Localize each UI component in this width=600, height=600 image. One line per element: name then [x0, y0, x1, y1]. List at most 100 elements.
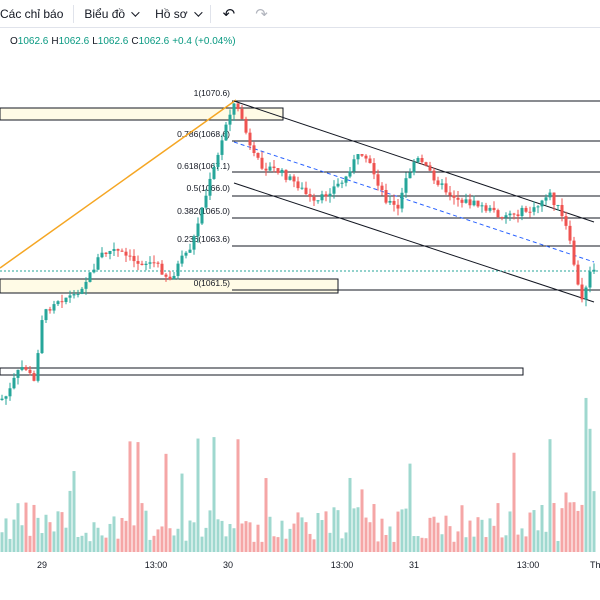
volume-bar: [284, 538, 288, 552]
volume-bar: [88, 541, 92, 552]
time-label: 13:00: [517, 560, 540, 570]
candle-body: [188, 249, 192, 253]
candle-body: [160, 263, 164, 275]
redo-icon[interactable]: ↷: [255, 5, 268, 23]
volume-bar: [164, 453, 168, 552]
volume-bar: [208, 510, 212, 552]
candle-body: [140, 263, 144, 265]
fib-zero-zone-box[interactable]: [0, 278, 339, 294]
indicators-button[interactable]: Các chỉ báo: [0, 0, 71, 28]
fibonacci-retracement[interactable]: 1(1070.6) 0.786(1068.6) 0.618(1067.1) 0.…: [177, 88, 600, 291]
candle-body: [152, 262, 156, 264]
candle-body: [356, 154, 360, 160]
volume-bar: [384, 534, 388, 552]
candle-body: [84, 281, 88, 289]
volume-bar: [548, 439, 552, 552]
candle-body: [344, 176, 348, 183]
candle-body: [404, 178, 408, 193]
volume-bar: [196, 438, 200, 552]
candle-body: [512, 213, 516, 215]
candle-body: [240, 108, 244, 119]
chart-menu-button[interactable]: Biểu đồ: [76, 0, 145, 28]
volume-bar: [56, 511, 60, 552]
candle-body: [364, 155, 368, 159]
volume-bar: [532, 510, 536, 552]
candle-body: [132, 255, 136, 262]
ohlc-legend: O1062.6 H1062.6 L1062.6 C1062.6 +0.4 (+0…: [10, 36, 236, 47]
candle-body: [444, 183, 448, 193]
candle-body: [536, 206, 540, 208]
chevron-down-icon: [193, 7, 203, 17]
parallel-channel[interactable]: [233, 100, 595, 303]
volume-bar: [336, 510, 340, 552]
candle-body: [472, 200, 476, 206]
volume-bar: [100, 535, 104, 552]
candle-body: [304, 187, 308, 195]
candle-body: [184, 252, 188, 256]
volume-bar: [340, 538, 344, 552]
candle-body: [244, 118, 248, 133]
volume-bar: [188, 520, 192, 552]
volume-bar: [428, 517, 432, 552]
channel-bottom-line: [233, 182, 595, 303]
volume-bar: [380, 518, 384, 552]
volume-bar: [368, 522, 372, 552]
candle-body: [292, 176, 296, 182]
candle-body: [248, 132, 252, 146]
volume-bar: [16, 503, 20, 552]
volume-bar: [432, 516, 436, 552]
volume-bar: [184, 540, 188, 552]
candle-body: [496, 210, 500, 218]
volume-bar: [416, 536, 420, 552]
volume-bar: [528, 512, 532, 552]
candle-body: [328, 193, 332, 197]
volume-bar: [80, 535, 84, 552]
candle-body: [88, 272, 92, 282]
volume-bar: [108, 523, 112, 552]
candle-body: [172, 275, 176, 280]
volume-bar: [0, 532, 4, 552]
candle-body: [580, 284, 584, 300]
candle-body: [372, 163, 376, 175]
low-key: L: [92, 36, 98, 47]
time-label: 13:00: [145, 560, 168, 570]
volume-bar: [572, 502, 576, 552]
candle-body: [264, 168, 268, 171]
profile-menu-button[interactable]: Hồ sơ: [145, 0, 208, 28]
candle-body: [368, 158, 372, 164]
volume-bar: [204, 527, 208, 552]
candle-body: [64, 297, 68, 302]
volume-bar: [312, 539, 316, 552]
price-chart[interactable]: 1(1070.6) 0.786(1068.6) 0.618(1067.1) 0.…: [0, 28, 600, 600]
candle-body: [420, 158, 424, 163]
volume-bar: [92, 522, 96, 552]
candle-body: [476, 200, 480, 207]
candle-body: [108, 250, 112, 254]
volume-bar: [24, 502, 28, 552]
candle-body: [384, 190, 388, 203]
toolbar-divider: [209, 4, 211, 23]
volume-bar: [12, 519, 16, 552]
candle-body: [452, 195, 456, 198]
volume-bar: [280, 520, 284, 552]
volume-bar: [72, 471, 76, 552]
candle-body: [204, 195, 208, 208]
volume-bar: [260, 541, 264, 552]
undo-icon[interactable]: ↶: [222, 5, 236, 23]
volume-bar: [68, 490, 72, 552]
volume-bar: [320, 520, 324, 552]
volume-bar: [436, 522, 440, 552]
candle-body: [8, 388, 12, 397]
chevron-down-icon: [131, 7, 140, 17]
volume-bar: [448, 526, 452, 552]
volume-bar: [516, 534, 520, 552]
volume-bar: [216, 519, 220, 552]
support-zone-box[interactable]: [0, 367, 524, 376]
candle-body: [532, 207, 536, 212]
candle-body: [252, 145, 256, 154]
volume-bar: [316, 513, 320, 552]
volume-bar: [148, 539, 152, 552]
candle-body: [416, 158, 420, 163]
volume-bar: [540, 505, 544, 552]
trend-line[interactable]: [0, 99, 237, 269]
